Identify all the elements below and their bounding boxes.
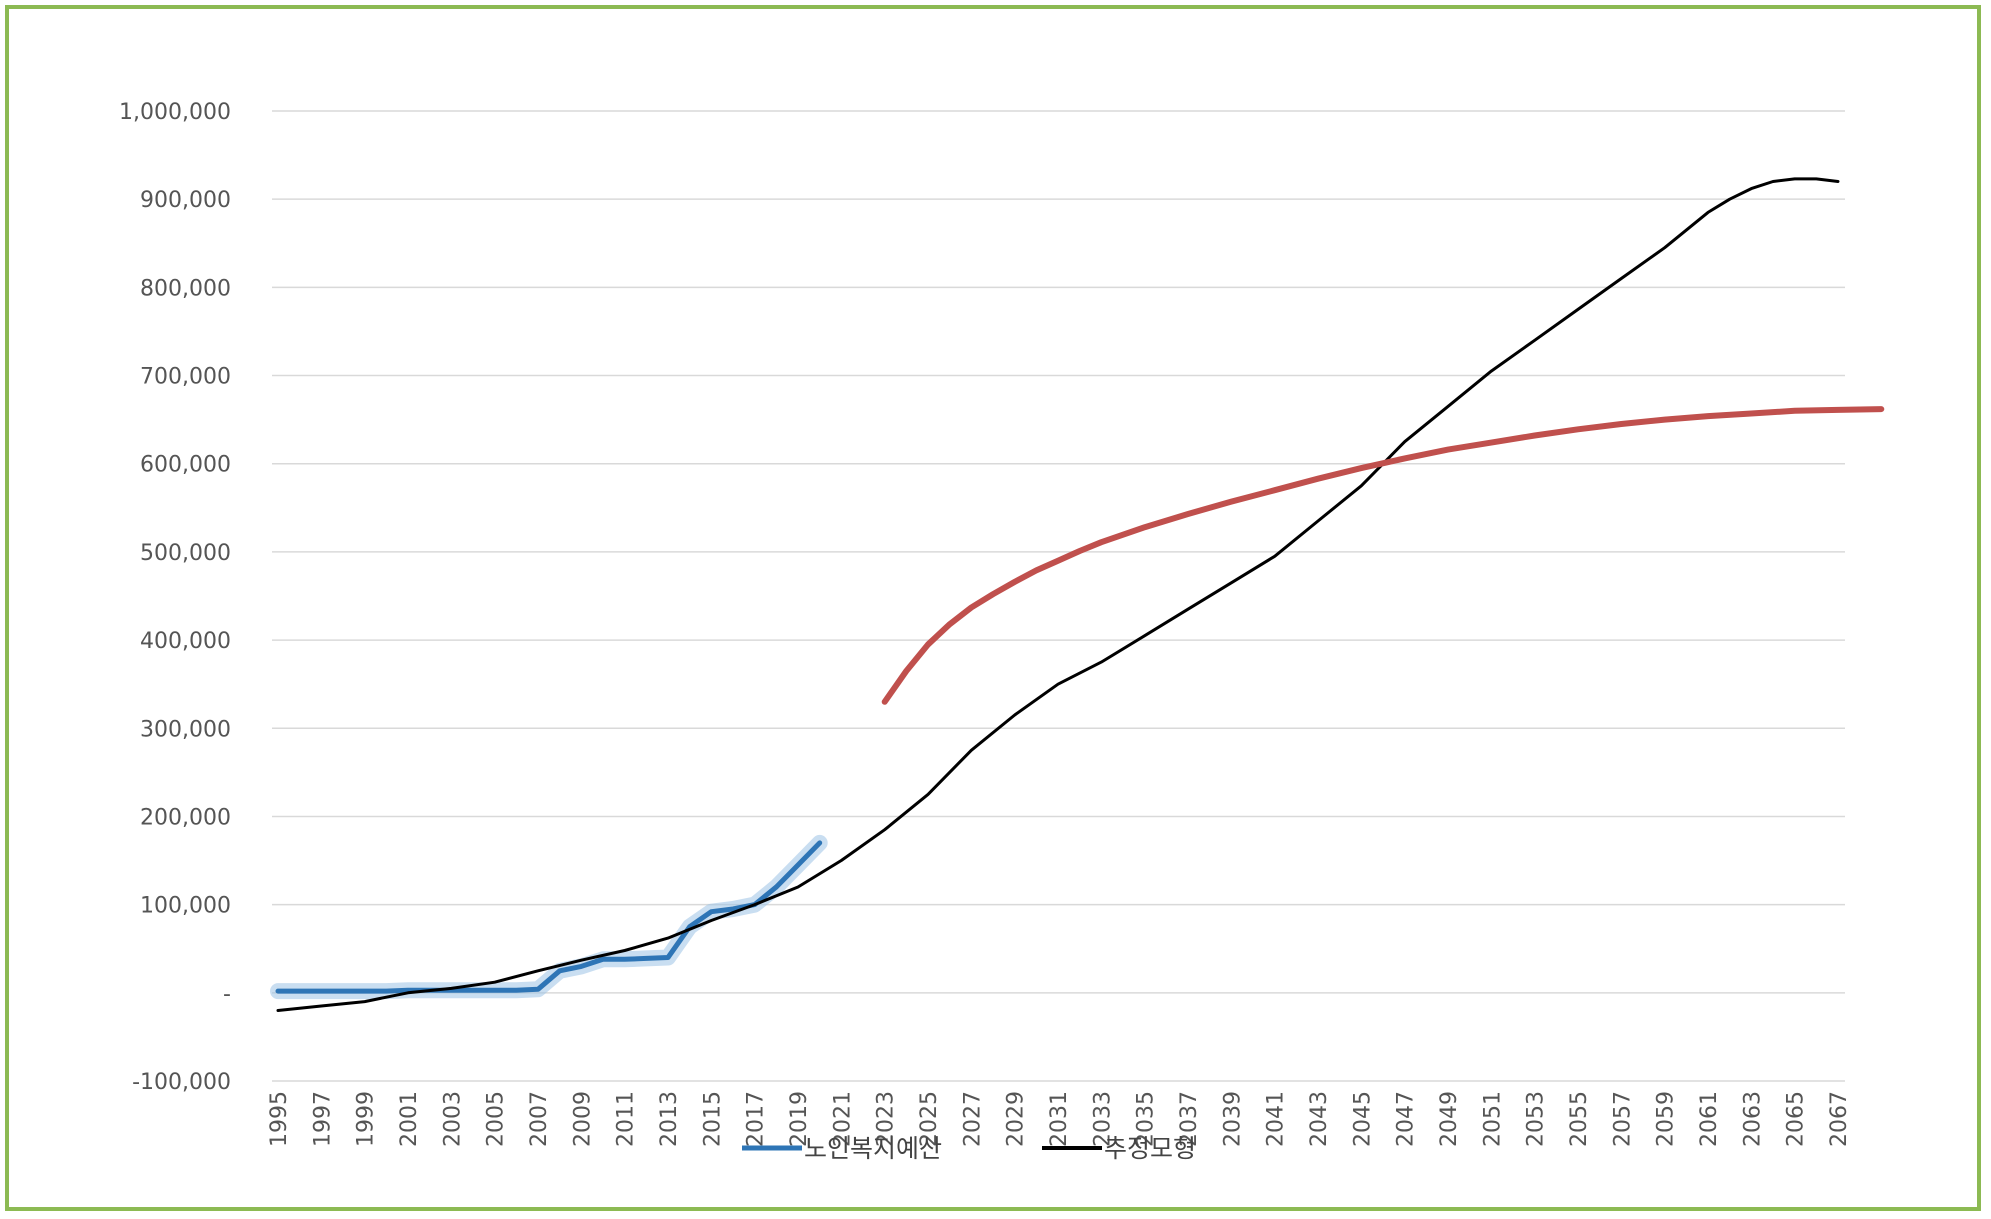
x-tick-label: 2025	[917, 1091, 942, 1147]
x-tick-label: 1997	[310, 1091, 335, 1147]
y-tick-label: 500,000	[140, 541, 231, 566]
series-line-elderly-welfare-budget	[275, 840, 823, 994]
x-axis-ticks: 1995 1997 1999 2001 2003 2005 2007 2009 2011 2013…	[267, 1091, 1852, 1147]
gridlines	[272, 110, 1845, 1082]
x-tick-label: 2059	[1654, 1091, 1679, 1147]
y-tick-label: 900,000	[140, 188, 231, 213]
y-axis-ticks: 1,000,000 900,000 800,000 700,000 600,000 500…	[119, 100, 231, 1095]
x-tick-label: 2041	[1264, 1091, 1289, 1147]
y-tick-label: 800,000	[140, 276, 231, 301]
x-tick-label: 2067	[1827, 1091, 1852, 1147]
x-tick-label: 2035	[1134, 1091, 1159, 1147]
x-tick-label: 2045	[1350, 1091, 1375, 1147]
x-tick-label: 2029	[1004, 1091, 1029, 1147]
series-line-estimation-model	[276, 177, 1840, 1012]
x-tick-label: 1999	[354, 1091, 379, 1147]
x-tick-label: 2043	[1307, 1091, 1332, 1147]
legend-label-estimation-model: 추정모형	[1104, 1134, 1196, 1163]
annotation-curve	[881, 406, 1885, 705]
legend: 노인복지예산 추정모형	[742, 1134, 1196, 1163]
x-tick-label: 2005	[484, 1091, 509, 1147]
chart-frame: 1,000,000 900,000 800,000 700,000 600,000 500…	[5, 5, 1981, 1211]
x-tick-label: 2027	[960, 1091, 985, 1147]
y-tick-label: 1,000,000	[119, 100, 231, 125]
y-tick-label: 600,000	[140, 453, 231, 478]
x-tick-label: 2049	[1437, 1091, 1462, 1147]
x-tick-label: 2011	[614, 1091, 639, 1147]
x-tick-label: 2003	[440, 1091, 465, 1147]
x-tick-label: 2023	[874, 1091, 899, 1147]
x-tick-label: 2017	[744, 1091, 769, 1147]
x-tick-label: 2061	[1697, 1091, 1722, 1147]
x-tick-label: 2053	[1524, 1091, 1549, 1147]
y-tick-label: -	[223, 982, 231, 1007]
y-tick-label: 700,000	[140, 365, 231, 390]
y-tick-label: 200,000	[140, 805, 231, 830]
x-tick-label: 2047	[1394, 1091, 1419, 1147]
x-tick-label: 2013	[657, 1091, 682, 1147]
legend-label-elderly-welfare-budget: 노인복지예산	[804, 1134, 942, 1163]
line-chart: 1,000,000 900,000 800,000 700,000 600,000 500…	[119, 100, 1885, 1163]
x-tick-label: 2015	[700, 1091, 725, 1147]
y-tick-label: 300,000	[140, 717, 231, 742]
y-tick-label: 400,000	[140, 629, 231, 654]
x-tick-label: 2065	[1784, 1091, 1809, 1147]
x-tick-label: 2039	[1220, 1091, 1245, 1147]
x-tick-label: 1995	[267, 1091, 292, 1147]
y-tick-label: -100,000	[132, 1070, 231, 1095]
x-tick-label: 2021	[830, 1091, 855, 1147]
x-tick-label: 2037	[1177, 1091, 1202, 1147]
x-tick-label: 2001	[397, 1091, 422, 1147]
x-tick-label: 2007	[527, 1091, 552, 1147]
x-tick-label: 2009	[570, 1091, 595, 1147]
x-tick-label: 2033	[1090, 1091, 1115, 1147]
x-tick-label: 2057	[1610, 1091, 1635, 1147]
series-layer	[270, 177, 1885, 1012]
x-tick-label: 2063	[1740, 1091, 1765, 1147]
y-tick-label: 100,000	[140, 894, 231, 919]
x-tick-label: 2055	[1567, 1091, 1592, 1147]
x-tick-label: 2019	[787, 1091, 812, 1147]
x-tick-label: 2031	[1047, 1091, 1072, 1147]
x-tick-label: 2051	[1480, 1091, 1505, 1147]
